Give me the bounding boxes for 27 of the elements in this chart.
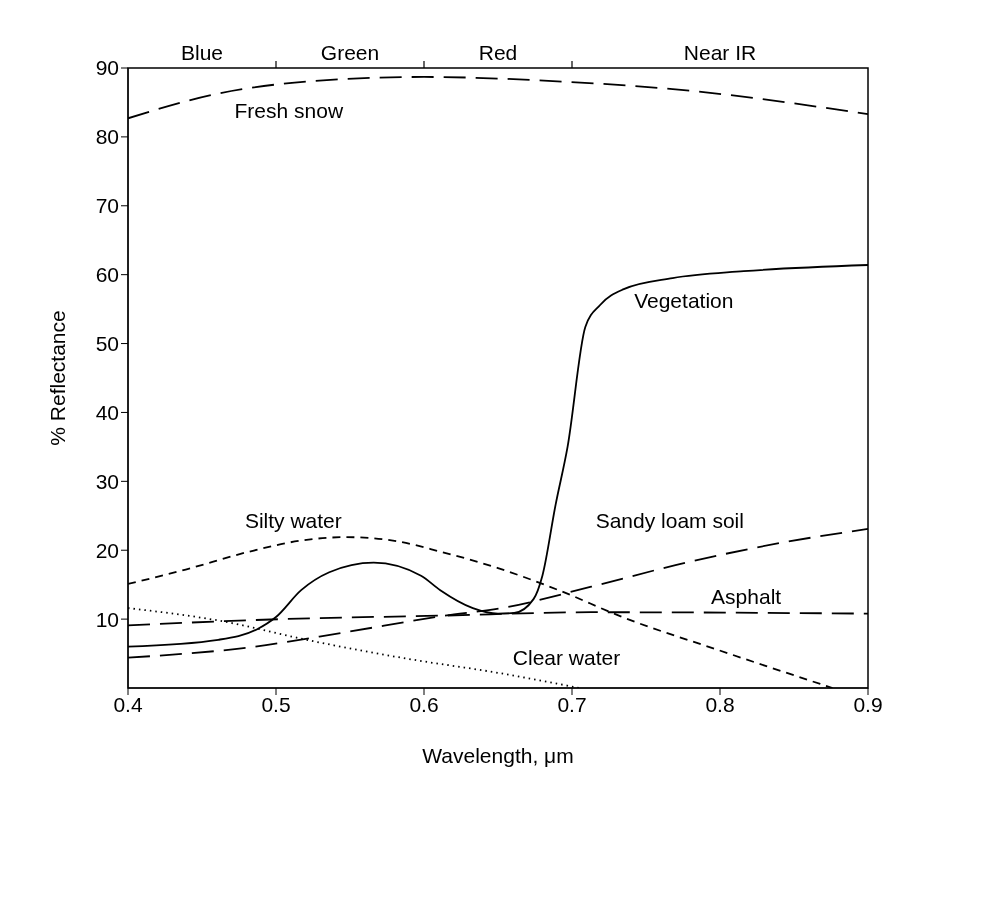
x-tick-label: 0.7	[557, 692, 587, 716]
x-tick-label: 0.8	[705, 692, 735, 716]
y-tick-label: 80	[95, 125, 119, 149]
y-tick-label: 20	[95, 538, 119, 562]
x-tick-label: 0.6	[409, 692, 439, 716]
series-label: Clear water	[512, 645, 621, 669]
y-tick-label: 50	[95, 332, 119, 356]
y-axis-title: % Reflectance	[46, 310, 70, 446]
y-tick-label: 40	[95, 400, 119, 424]
series-label: Silty water	[244, 509, 342, 533]
y-tick-label: 30	[95, 469, 119, 493]
y-tick-label: 60	[95, 263, 119, 287]
x-axis-title: Wavelength, μm	[422, 744, 574, 767]
series-label: Sandy loam soil	[595, 509, 744, 533]
y-tick-label: 70	[95, 194, 119, 218]
x-tick-label: 0.4	[113, 692, 143, 716]
series-label: Fresh snow	[234, 98, 344, 122]
series-label: Vegetation	[634, 288, 734, 312]
x-tick-label: 0.9	[853, 692, 883, 716]
y-tick-label: 10	[95, 607, 119, 631]
text: Blue	[180, 41, 224, 64]
text: Green	[320, 41, 380, 64]
text: Near IR	[683, 41, 757, 64]
text: Red	[478, 41, 518, 64]
series-label: Asphalt	[711, 584, 782, 608]
x-tick-label: 0.5	[261, 692, 291, 716]
y-tick-label: 90	[95, 56, 119, 80]
